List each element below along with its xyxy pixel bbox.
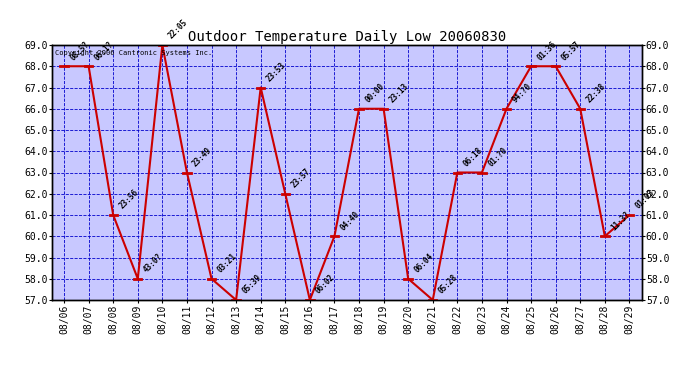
Text: 01:36: 01:36 <box>535 39 558 62</box>
Text: 05:28: 05:28 <box>437 273 460 296</box>
Text: 23:49: 23:49 <box>191 146 214 168</box>
Text: 01:03: 01:03 <box>633 188 656 211</box>
Text: 03:21: 03:21 <box>216 252 239 274</box>
Text: 43:0?: 43:0? <box>142 252 165 274</box>
Text: 01:?0: 01:?0 <box>486 146 509 168</box>
Text: 08:5?: 08:5? <box>68 39 91 62</box>
Text: 05:57: 05:57 <box>560 39 582 62</box>
Text: 06:1?: 06:1? <box>92 39 115 62</box>
Text: 11:3?: 11:3? <box>609 209 632 232</box>
Text: 22:05: 22:05 <box>166 18 189 41</box>
Text: 04:40: 04:40 <box>339 209 362 232</box>
Text: 23:53: 23:53 <box>265 61 288 83</box>
Text: 23:56: 23:56 <box>117 188 140 211</box>
Text: 23:13: 23:13 <box>388 82 411 105</box>
Text: 06:02: 06:02 <box>314 273 337 296</box>
Text: 94:?0: 94:?0 <box>511 82 533 105</box>
Text: 22:38: 22:38 <box>584 82 607 105</box>
Text: 06:04: 06:04 <box>413 252 435 274</box>
Text: 06:18: 06:18 <box>462 146 484 168</box>
Text: 05:39: 05:39 <box>240 273 263 296</box>
Text: Copyright 2006 Cantronic Systems Inc.: Copyright 2006 Cantronic Systems Inc. <box>55 50 212 56</box>
Text: 23:57: 23:57 <box>289 167 312 190</box>
Title: Outdoor Temperature Daily Low 20060830: Outdoor Temperature Daily Low 20060830 <box>188 30 506 44</box>
Text: 00:00: 00:00 <box>363 82 386 105</box>
